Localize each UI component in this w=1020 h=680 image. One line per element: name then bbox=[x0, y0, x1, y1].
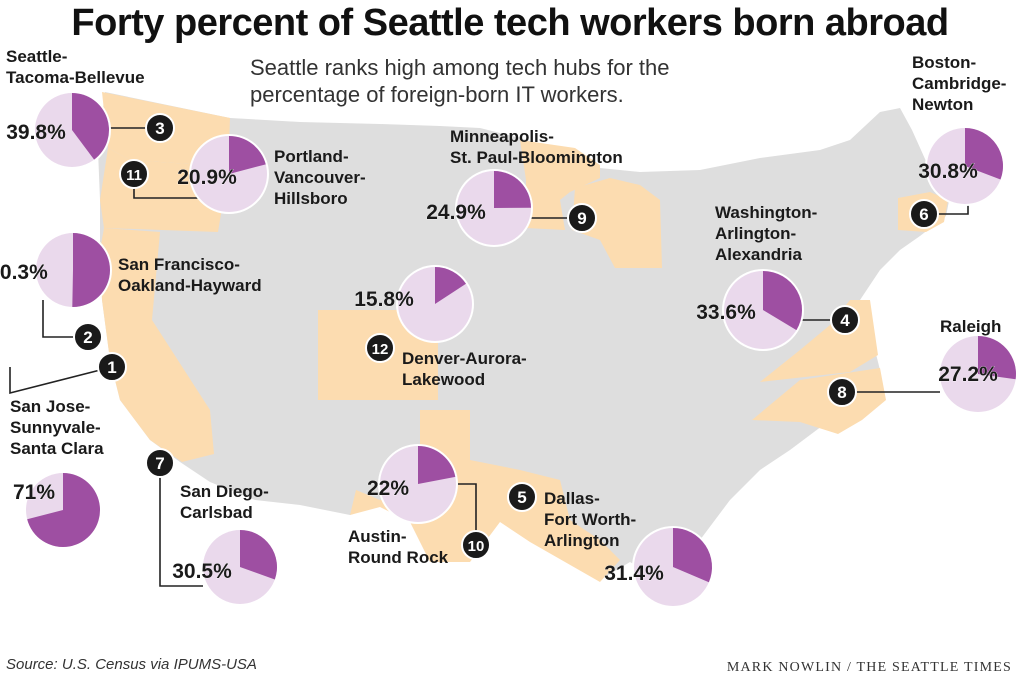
pie-slice bbox=[763, 271, 802, 331]
rank-number: 12 bbox=[372, 341, 389, 358]
percent-label: 31.4% bbox=[604, 562, 664, 585]
metro-name: Portland-Vancouver-Hillsboro bbox=[274, 147, 366, 208]
metro-7: 30.5% San Diego-Carlsbad 7 bbox=[145, 448, 279, 606]
percent-label: 50.3% bbox=[0, 261, 48, 284]
metro-12: 15.8% Denver-Aurora-Lakewood 12 bbox=[354, 265, 527, 389]
pie-slice bbox=[418, 446, 456, 484]
percent-label: 30.8% bbox=[918, 160, 978, 183]
percent-label: 27.2% bbox=[938, 363, 998, 386]
percent-label: 71% bbox=[13, 481, 55, 504]
metro-name: San Francisco-Oakland-Hayward bbox=[118, 255, 262, 295]
rank-badge bbox=[461, 530, 491, 560]
metro-10: 22% Austin-Round Rock 10 bbox=[348, 444, 491, 567]
metro-name: San Jose-Sunnyvale-Santa Clara bbox=[10, 397, 104, 458]
pie-slice bbox=[72, 93, 109, 160]
leader-line bbox=[9, 366, 113, 395]
rank-badge bbox=[567, 203, 597, 233]
metro-1: 71% San Jose-Sunnyvale-Santa Clara 1 bbox=[9, 352, 127, 549]
pie-slice bbox=[965, 128, 1004, 180]
pie-slice bbox=[435, 267, 466, 304]
state-texas bbox=[350, 410, 620, 582]
state-minnesota bbox=[520, 140, 600, 230]
metro-6: 30.8% Boston-Cambridge-Newton 6 bbox=[909, 53, 1006, 229]
percent-label: 33.6% bbox=[696, 301, 756, 324]
rank-badge bbox=[507, 482, 537, 512]
pie-slice bbox=[673, 528, 712, 583]
rank-number: 3 bbox=[155, 119, 164, 138]
leader-line bbox=[159, 463, 203, 587]
metro-name: Austin-Round Rock bbox=[348, 527, 449, 567]
rank-number: 5 bbox=[517, 488, 526, 507]
metro-name: Dallas-Fort Worth-Arlington bbox=[544, 489, 636, 550]
rank-number: 6 bbox=[919, 205, 928, 224]
percent-label: 15.8% bbox=[354, 288, 414, 311]
rank-number: 11 bbox=[126, 167, 142, 184]
metro-8: 27.2% Raleigh 8 bbox=[827, 317, 1018, 414]
rank-badge bbox=[830, 305, 860, 335]
metro-name: Boston-Cambridge-Newton bbox=[912, 53, 1006, 114]
metro-5: 31.4% Dallas-Fort Worth-Arlington 5 bbox=[507, 482, 714, 608]
rank-badge bbox=[145, 113, 175, 143]
pie-slice bbox=[27, 473, 100, 547]
pie-slice bbox=[494, 171, 531, 208]
rank-number: 8 bbox=[837, 383, 846, 402]
percent-label: 39.8% bbox=[6, 121, 66, 144]
rank-badge bbox=[119, 159, 149, 189]
state-california bbox=[100, 228, 214, 462]
rank-badge bbox=[365, 333, 395, 363]
chart-subtitle: Seattle ranks high among tech hubs for t… bbox=[250, 55, 670, 107]
pie-slice bbox=[229, 136, 266, 174]
rank-badge bbox=[909, 199, 939, 229]
us-land bbox=[98, 92, 950, 580]
pie-slice bbox=[72, 233, 110, 308]
metro-name: San Diego-Carlsbad bbox=[180, 482, 269, 522]
rank-badge bbox=[827, 377, 857, 407]
metro-name: Denver-Aurora-Lakewood bbox=[402, 349, 527, 389]
rank-number: 2 bbox=[83, 328, 92, 347]
credit-line: MARK NOWLIN / THE SEATTLE TIMES bbox=[726, 660, 1012, 675]
pie-slice bbox=[978, 336, 1016, 380]
metro-name: Minneapolis-St. Paul-Bloomington bbox=[450, 127, 623, 167]
metro-3: 39.8% Seattle-Tacoma-Bellevue 3 bbox=[6, 47, 175, 169]
pie-slice bbox=[240, 530, 278, 580]
rank-number: 7 bbox=[155, 454, 164, 473]
rank-number: 1 bbox=[107, 358, 116, 377]
metro-name: Seattle-Tacoma-Bellevue bbox=[6, 47, 145, 87]
rank-badge bbox=[97, 352, 127, 382]
leader-line bbox=[456, 483, 477, 545]
percent-label: 20.9% bbox=[177, 166, 237, 189]
rank-number: 10 bbox=[468, 538, 485, 555]
metro-4: 33.6% Washington-Arlington-Alexandria 4 bbox=[696, 203, 860, 351]
rank-badge bbox=[145, 448, 175, 478]
rank-number: 9 bbox=[577, 209, 586, 228]
percent-label: 22% bbox=[367, 477, 409, 500]
source-note: Source: U.S. Census via IPUMS-USA bbox=[6, 656, 257, 673]
chart-title: Forty percent of Seattle tech workers bo… bbox=[71, 2, 949, 44]
state-wisconsin bbox=[572, 178, 662, 268]
percent-label: 30.5% bbox=[172, 560, 232, 583]
rank-badge bbox=[73, 322, 103, 352]
metro-11: 20.9% Portland-Vancouver-Hillsboro 11 bbox=[119, 134, 366, 214]
percent-label: 24.9% bbox=[426, 201, 486, 224]
metro-2: 50.3% San Francisco-Oakland-Hayward 2 bbox=[0, 231, 262, 352]
metro-name: Washington-Arlington-Alexandria bbox=[715, 203, 817, 264]
metro-name: Raleigh bbox=[940, 317, 1001, 336]
rank-number: 4 bbox=[840, 311, 850, 330]
metro-9: 24.9% Minneapolis-St. Paul-Bloomington 9 bbox=[426, 127, 623, 247]
